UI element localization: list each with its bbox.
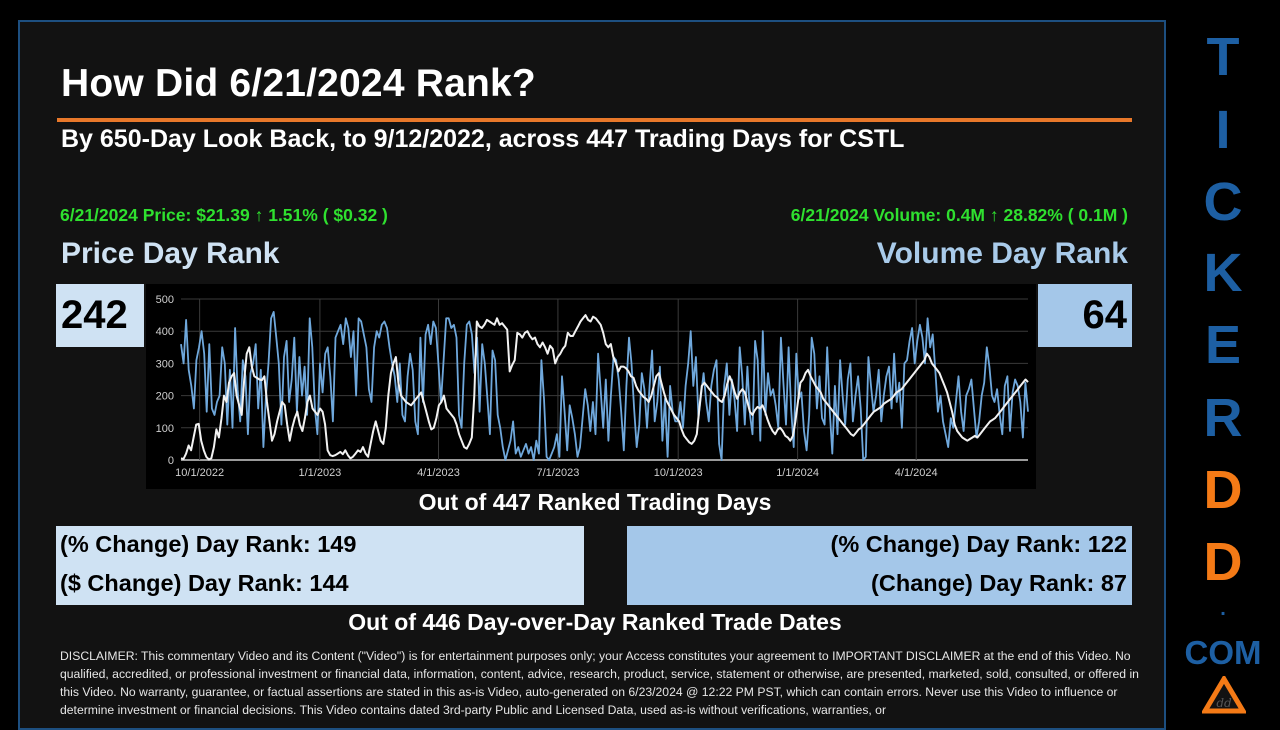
tickerdd-brand: T I C K E R D D . COM [1166, 0, 1280, 720]
price-rank-badge: 242 [56, 284, 144, 347]
volume-rank-line [180, 310, 1029, 461]
svg-text:dd: dd [1216, 696, 1232, 710]
volume-change-ranks: (% Change) Day Rank: 122 (Change) Day Ra… [627, 526, 1132, 605]
brand-letter: K [1203, 243, 1243, 303]
out-of-dod-label: Out of 446 Day-over-Day Ranked Trade Dat… [348, 609, 842, 635]
brand-letter: C [1203, 172, 1243, 232]
price-stat: 6/21/2024 Price: $21.39 ↑ 1.51% ( $0.32 … [60, 205, 388, 225]
x-tick-label: 10/1/2022 [175, 467, 224, 479]
disclaimer-text: DISCLAIMER: This commentary Video and it… [60, 649, 1139, 717]
brand-letter: I [1215, 100, 1231, 160]
out-of-ranked-label: Out of 447 Ranked Trading Days [418, 489, 772, 515]
warning-triangle-logo-icon: dd [1202, 676, 1246, 714]
price-day-rank-heading: Price Day Rank [61, 237, 280, 270]
y-tick-label: 300 [156, 358, 174, 370]
brand-dot: . [1220, 598, 1226, 620]
x-tick-label: 1/1/2023 [298, 467, 341, 479]
x-tick-label: 4/1/2023 [417, 467, 460, 479]
x-tick-label: 10/1/2023 [654, 467, 703, 479]
volume-pct-change-rank: (% Change) Day Rank: 122 [830, 531, 1127, 557]
x-tick-label: 1/1/2024 [776, 467, 819, 479]
volume-rank-badge: 64 [1038, 284, 1132, 347]
price-rank-line [180, 314, 1029, 461]
x-tick-label: 7/1/2023 [537, 467, 580, 479]
brand-com: COM [1184, 634, 1262, 671]
y-tick-label: 100 [156, 423, 174, 435]
brand-letter: E [1204, 315, 1242, 375]
price-dollar-change-rank: ($ Change) Day Rank: 144 [60, 570, 349, 596]
brand-letter: D [1203, 460, 1243, 520]
y-tick-label: 500 [156, 294, 174, 306]
price-pct-change-rank: (% Change) Day Rank: 149 [60, 531, 357, 557]
title-divider [57, 118, 1132, 122]
rank-line-chart: 0 100 200 300 400 500 10/1/2022 1/1/2023 4/1/202… [146, 284, 1036, 489]
volume-stat: 6/21/2024 Volume: 0.4M ↑ 28.82% ( 0.1M ) [790, 205, 1128, 225]
brand-letter: T [1206, 27, 1240, 87]
chart-canvas: 0 100 200 300 400 500 10/1/2022 1/1/2023 4/1/202… [156, 294, 1029, 479]
page-title: How Did 6/21/2024 Rank? [61, 62, 536, 105]
volume-change-rank: (Change) Day Rank: 87 [871, 570, 1127, 596]
volume-rank-value: 64 [1082, 293, 1128, 337]
brand-letter: D [1203, 532, 1243, 592]
volume-day-rank-heading: Volume Day Rank [876, 237, 1128, 270]
price-rank-value: 242 [61, 293, 128, 337]
page-subtitle: By 650-Day Look Back, to 9/12/2022, acro… [61, 125, 905, 153]
brand-letter: R [1203, 388, 1243, 448]
y-tick-label: 400 [156, 326, 174, 338]
y-tick-label: 0 [168, 455, 174, 467]
price-change-ranks: (% Change) Day Rank: 149 ($ Change) Day … [56, 526, 584, 605]
x-tick-label: 4/1/2024 [895, 467, 938, 479]
y-tick-label: 200 [156, 391, 174, 403]
